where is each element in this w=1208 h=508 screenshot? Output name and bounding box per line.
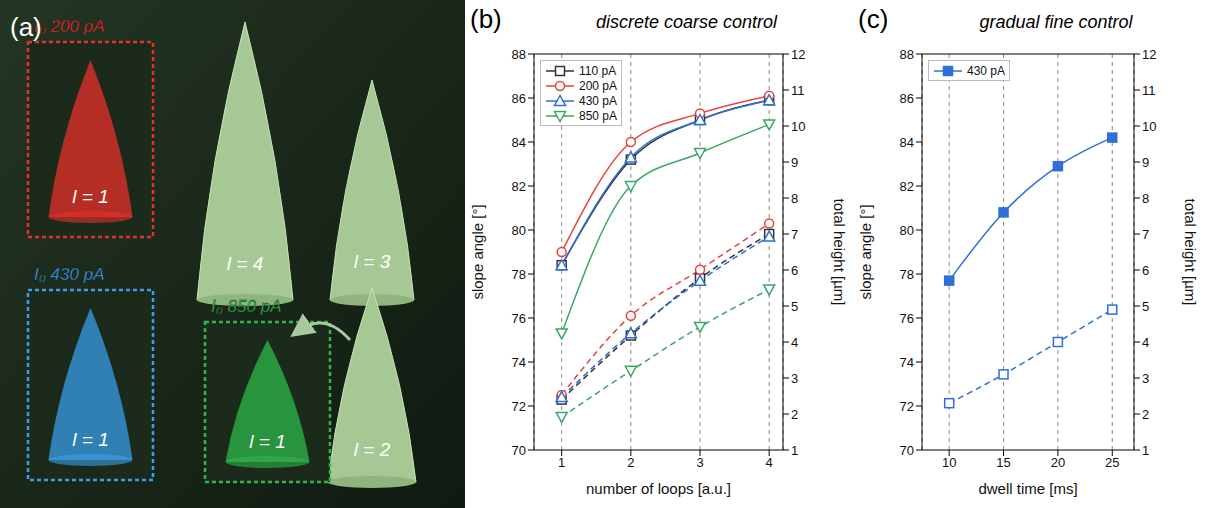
svg-text:6: 6 <box>1142 263 1149 278</box>
svg-text:11: 11 <box>791 83 805 98</box>
svg-text:l = 1: l = 1 <box>72 429 108 450</box>
svg-text:slope angle [°]: slope angle [°] <box>857 204 874 299</box>
svg-text:78: 78 <box>512 267 526 282</box>
html-text:430 pA: 430 pA <box>967 63 1005 78</box>
html-text:(b): (b) <box>470 4 502 34</box>
svg-text:78: 78 <box>900 267 914 282</box>
svg-text:76: 76 <box>512 311 526 326</box>
svg-text:3: 3 <box>696 455 703 470</box>
svg-text:dwell time [ms]: dwell time [ms] <box>978 480 1077 497</box>
svg-text:88: 88 <box>512 47 526 62</box>
svg-text:70: 70 <box>512 443 526 458</box>
svg-text:5: 5 <box>791 299 798 314</box>
svg-text:I₀ 200 pA: I₀ 200 pA <box>34 17 105 36</box>
html-text:850 pA: 850 pA <box>579 108 617 123</box>
svg-text:I₀ 850 pA: I₀ 850 pA <box>211 297 282 316</box>
svg-text:86: 86 <box>900 91 914 106</box>
svg-text:4: 4 <box>1142 335 1149 350</box>
svg-text:6: 6 <box>791 263 798 278</box>
svg-text:3: 3 <box>1142 371 1149 386</box>
svg-text:76: 76 <box>900 311 914 326</box>
svg-text:7: 7 <box>1142 227 1149 242</box>
svg-text:total height [µm]: total height [µm] <box>1182 198 1199 305</box>
svg-text:20: 20 <box>1051 455 1065 470</box>
svg-text:86: 86 <box>512 91 526 106</box>
svg-text:l = 4: l = 4 <box>227 253 263 274</box>
svg-text:10: 10 <box>942 455 956 470</box>
svg-text:l = 2: l = 2 <box>354 439 391 460</box>
svg-text:15: 15 <box>996 455 1010 470</box>
svg-text:8: 8 <box>791 191 798 206</box>
html-text:200 pA: 200 pA <box>579 78 617 93</box>
svg-text:72: 72 <box>512 399 526 414</box>
svg-text:8: 8 <box>1142 191 1149 206</box>
svg-text:72: 72 <box>900 399 914 414</box>
svg-text:70: 70 <box>900 443 914 458</box>
svg-text:80: 80 <box>900 223 914 238</box>
svg-text:10: 10 <box>791 119 805 134</box>
svg-text:11: 11 <box>1142 83 1156 98</box>
html-text:discrete coarse control: discrete coarse control <box>596 12 777 32</box>
svg-text:4: 4 <box>791 335 798 350</box>
svg-text:84: 84 <box>512 135 526 150</box>
svg-text:2: 2 <box>791 407 798 422</box>
svg-text:(a): (a) <box>10 12 42 42</box>
svg-text:84: 84 <box>900 135 914 150</box>
svg-text:82: 82 <box>900 179 914 194</box>
svg-text:12: 12 <box>1142 47 1156 62</box>
svg-text:1: 1 <box>558 455 565 470</box>
svg-text:total height [µm]: total height [µm] <box>831 198 848 305</box>
html-text:430 pA: 430 pA <box>579 93 617 108</box>
svg-text:slope angle [°]: slope angle [°] <box>469 204 486 299</box>
svg-text:10: 10 <box>1142 119 1156 134</box>
svg-text:74: 74 <box>900 355 914 370</box>
svg-text:1: 1 <box>791 443 798 458</box>
svg-text:25: 25 <box>1105 455 1119 470</box>
svg-text:7: 7 <box>791 227 798 242</box>
svg-text:1: 1 <box>1142 443 1149 458</box>
svg-text:I₀ 430 pA: I₀ 430 pA <box>34 265 105 284</box>
svg-text:9: 9 <box>791 155 798 170</box>
svg-text:number of loops [a.u.]: number of loops [a.u.] <box>586 480 731 497</box>
svg-text:88: 88 <box>900 47 914 62</box>
html-text:gradual fine control: gradual fine control <box>979 12 1133 32</box>
svg-text:12: 12 <box>791 47 805 62</box>
html-text:110 pA: 110 pA <box>579 63 617 78</box>
svg-text:l = 1: l = 1 <box>249 431 285 452</box>
svg-text:4: 4 <box>766 455 773 470</box>
svg-text:80: 80 <box>512 223 526 238</box>
html-text:(c): (c) <box>858 4 889 34</box>
svg-text:l = 3: l = 3 <box>354 251 391 272</box>
svg-text:2: 2 <box>627 455 634 470</box>
svg-text:3: 3 <box>791 371 798 386</box>
svg-text:2: 2 <box>1142 407 1149 422</box>
svg-text:l = 1: l = 1 <box>72 186 108 207</box>
svg-text:74: 74 <box>512 355 526 370</box>
svg-text:9: 9 <box>1142 155 1149 170</box>
svg-text:5: 5 <box>1142 299 1149 314</box>
svg-text:82: 82 <box>512 179 526 194</box>
